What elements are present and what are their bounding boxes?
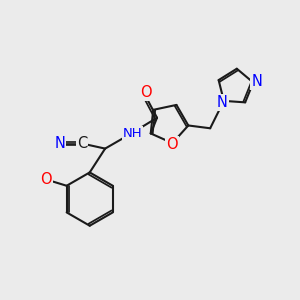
Text: C: C <box>77 136 87 151</box>
Text: N: N <box>251 74 262 89</box>
Text: NH: NH <box>123 127 142 140</box>
Text: N: N <box>217 95 228 110</box>
Text: O: O <box>40 172 52 187</box>
Text: O: O <box>167 137 178 152</box>
Text: O: O <box>140 85 152 100</box>
Text: N: N <box>54 136 65 151</box>
